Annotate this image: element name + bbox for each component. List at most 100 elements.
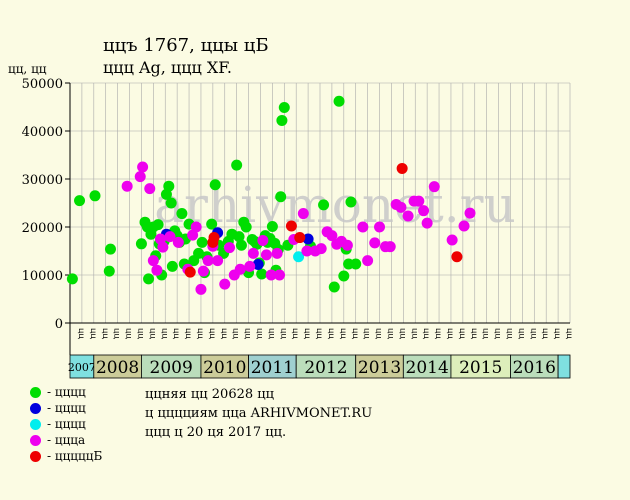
data-point — [418, 205, 430, 217]
data-point — [134, 171, 146, 183]
x-slot-label: цц — [77, 328, 86, 339]
data-point — [89, 190, 101, 202]
data-point — [143, 273, 155, 285]
data-point — [147, 255, 159, 267]
data-point — [333, 95, 345, 107]
legend-item: - цццц — [30, 401, 102, 415]
x-slot-label: цц — [232, 328, 241, 339]
x-slot-label: цц — [267, 328, 276, 339]
data-point — [190, 221, 202, 233]
data-point — [151, 264, 163, 276]
year-label: 2009 — [150, 358, 193, 378]
data-point — [396, 162, 408, 174]
data-point — [247, 247, 259, 259]
data-point — [234, 263, 246, 275]
data-point — [137, 161, 149, 173]
x-slot-label: цц — [375, 328, 384, 339]
x-slot-label: цц — [506, 328, 515, 339]
x-slot-label: цц — [470, 328, 479, 339]
data-point — [224, 242, 236, 254]
data-point — [278, 101, 290, 113]
data-point — [318, 199, 330, 211]
y-tick-label: 0 — [55, 317, 63, 332]
data-point — [260, 249, 272, 261]
legend-dot — [30, 435, 41, 446]
data-point — [301, 245, 313, 257]
year-label: 2012 — [304, 358, 347, 378]
legend-dot — [30, 387, 41, 398]
legend-item: - цццц — [30, 417, 102, 431]
data-point — [176, 208, 188, 220]
data-point — [464, 207, 476, 219]
data-point — [206, 218, 218, 230]
x-slot-label: цц — [172, 328, 181, 339]
legend-item: - цццццБ — [30, 449, 102, 463]
x-slot-label: цц — [446, 328, 455, 339]
x-slot-label: цц — [184, 328, 193, 339]
data-point — [195, 283, 207, 295]
x-slot-label: цц — [101, 328, 110, 339]
data-point — [374, 221, 386, 233]
legend-dot — [30, 451, 41, 462]
x-slot-label: цц — [363, 328, 372, 339]
y-tick-label: 20000 — [22, 221, 63, 236]
y-tick-label: 50000 — [22, 77, 63, 92]
year-label: 2008 — [96, 358, 139, 378]
data-point — [233, 231, 245, 243]
chart-title: ццъ 1767, ццы цБ — [103, 35, 269, 56]
data-point — [196, 236, 208, 248]
x-slot-label: цц — [494, 328, 503, 339]
data-point — [293, 251, 305, 263]
data-point — [104, 243, 116, 255]
year-label: 2016 — [513, 358, 556, 378]
x-slot-label: цц — [541, 328, 550, 339]
data-point — [345, 196, 357, 208]
data-point — [66, 273, 78, 285]
data-point — [266, 221, 278, 233]
x-slot-label: цц — [434, 328, 443, 339]
x-slot-label: цц — [291, 328, 300, 339]
data-point — [184, 266, 196, 278]
data-point — [285, 220, 297, 232]
data-point — [219, 278, 231, 290]
data-point — [164, 231, 176, 243]
data-point — [240, 221, 252, 233]
data-point — [402, 210, 414, 222]
data-point — [274, 269, 286, 281]
note-line: ц цццциям цца ARHIVMONET.RU — [145, 406, 373, 421]
legend-dot — [30, 419, 41, 430]
y-tick-label: 40000 — [22, 125, 63, 140]
data-point — [172, 236, 184, 248]
legend-dot — [30, 403, 41, 414]
data-point — [294, 232, 306, 244]
legend-label: - цццц — [47, 385, 86, 399]
x-slot-label: цц — [113, 328, 122, 339]
x-slot-label: цц — [410, 328, 419, 339]
data-point — [235, 239, 247, 251]
data-point — [341, 239, 353, 251]
data-point — [395, 201, 407, 213]
year-label: 2014 — [406, 358, 449, 378]
y-axis-label: цц, цц — [8, 62, 47, 76]
year-label: 2010 — [203, 358, 246, 378]
data-point — [121, 180, 133, 192]
x-slot-label: цц — [529, 328, 538, 339]
data-point — [231, 159, 243, 171]
x-slot-label: цц — [208, 328, 217, 339]
data-point — [302, 233, 314, 245]
data-point — [152, 219, 164, 231]
notes: ццняя цц 20628 цц ц цццциям цца ARHIVMON… — [145, 385, 372, 442]
data-point — [297, 208, 309, 220]
data-point — [252, 258, 264, 270]
year-band — [557, 354, 571, 379]
data-point — [135, 238, 147, 250]
data-point — [202, 255, 214, 267]
data-point — [421, 217, 433, 229]
data-point — [315, 243, 327, 255]
x-slot-label: цц — [196, 328, 205, 339]
x-slot-label: цц — [279, 328, 288, 339]
data-point — [369, 237, 381, 249]
data-point — [166, 260, 178, 272]
data-point — [451, 251, 463, 263]
